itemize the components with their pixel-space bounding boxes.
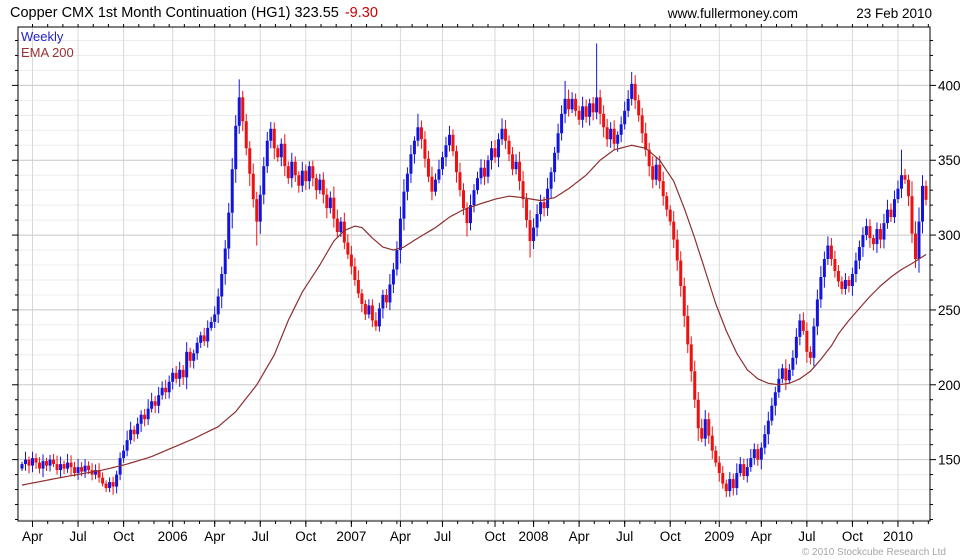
svg-text:2007: 2007 — [336, 529, 366, 544]
svg-text:300: 300 — [938, 228, 961, 243]
svg-text:150: 150 — [938, 453, 961, 468]
svg-text:2006: 2006 — [158, 529, 188, 544]
legend-series-weekly: Weekly — [21, 29, 64, 44]
candles-layer — [20, 43, 928, 498]
chart-legend: Weekly EMA 200 — [21, 29, 74, 61]
svg-text:Jul: Jul — [69, 529, 86, 544]
x-axis: Apr Jul Oct 2006 Apr Jul Oct 2007 Apr Jul Oct 2008 A… — [22, 24, 929, 544]
svg-text:Oct: Oct — [842, 529, 863, 544]
svg-text:Apr: Apr — [751, 529, 773, 544]
svg-text:2008: 2008 — [519, 529, 549, 544]
y-axis: 150 200 250 300 350 400 — [12, 39, 961, 521]
svg-text:Apr: Apr — [22, 529, 44, 544]
svg-text:Oct: Oct — [113, 529, 134, 544]
svg-text:Oct: Oct — [295, 529, 316, 544]
svg-text:350: 350 — [938, 153, 961, 168]
ema-line — [21, 144, 927, 486]
instrument-name-and-price: Copper CMX 1st Month Continuation (HG1) … — [10, 5, 339, 21]
chart-date: 23 Feb 2010 — [856, 6, 932, 21]
svg-text:2009: 2009 — [704, 529, 734, 544]
svg-text:Apr: Apr — [390, 529, 412, 544]
svg-text:Oct: Oct — [485, 529, 506, 544]
copyright-notice: © 2010 Stockcube Research Ltd — [801, 547, 946, 558]
svg-text:250: 250 — [938, 303, 961, 318]
chart-title: Copper CMX 1st Month Continuation (HG1) … — [10, 5, 378, 21]
svg-text:2010: 2010 — [883, 529, 913, 544]
svg-text:Oct: Oct — [660, 529, 681, 544]
svg-text:Jul: Jul — [798, 529, 815, 544]
plot-border — [17, 26, 931, 522]
svg-text:200: 200 — [938, 378, 961, 393]
svg-text:Apr: Apr — [204, 529, 226, 544]
svg-text:Jul: Jul — [616, 529, 633, 544]
svg-text:400: 400 — [938, 78, 961, 93]
svg-text:Apr: Apr — [569, 529, 591, 544]
svg-text:Jul: Jul — [434, 529, 451, 544]
source-website: www.fullermoney.com — [667, 6, 798, 21]
legend-ema-200: EMA 200 — [21, 45, 74, 60]
svg-text:Jul: Jul — [252, 529, 269, 544]
price-change: -9.30 — [344, 5, 378, 21]
